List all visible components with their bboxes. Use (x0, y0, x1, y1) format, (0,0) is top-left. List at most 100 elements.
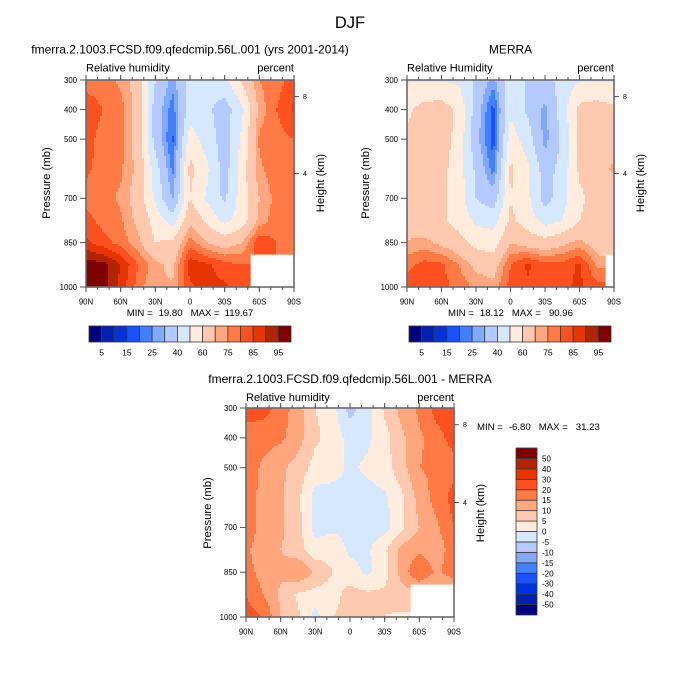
contour-band-segment (418, 420, 437, 423)
contour-band-segment (505, 98, 526, 101)
contour-band-segment (186, 212, 199, 215)
contour-band-segment (286, 428, 305, 431)
contour-band-segment (118, 284, 127, 287)
contour-band-segment (390, 432, 405, 435)
contour-band-segment (166, 272, 175, 275)
contour-band-segment (372, 424, 387, 427)
contour-band-segment (268, 216, 295, 219)
contour-band-segment (407, 164, 450, 167)
contour-band-segment (248, 600, 267, 603)
contour-band-segment (398, 554, 419, 557)
contour-band-segment (212, 208, 237, 211)
contour-band-segment (270, 210, 295, 213)
contour-band-segment (86, 214, 93, 217)
contour-band-segment (569, 144, 578, 147)
contour-band-segment (300, 614, 313, 617)
contour-band-segment (513, 164, 530, 167)
contour-band-segment (565, 230, 615, 233)
contour-band-segment (246, 606, 253, 609)
contour-band-segment (581, 186, 615, 189)
contour-band-segment (178, 230, 189, 233)
contour-band-segment (547, 120, 560, 123)
contour-band-segment (302, 440, 321, 443)
contour-band-segment (567, 106, 578, 109)
contour-band-segment (507, 224, 522, 227)
contour-band-segment (178, 200, 185, 203)
y-tick-label: 850 (224, 568, 238, 577)
contour-band-segment (453, 116, 466, 119)
contour-band-segment (98, 100, 123, 103)
contour-band-segment (256, 170, 265, 173)
contour-band-segment (248, 148, 257, 151)
contour-band-segment (152, 124, 163, 127)
contour-band-segment (256, 238, 275, 241)
contour-band-segment (485, 90, 492, 93)
contour-band-segment (86, 98, 97, 101)
contour-band-segment (314, 558, 355, 561)
contour-band-segment (471, 218, 500, 221)
contour-band-segment (320, 438, 345, 441)
contour-band-segment (446, 548, 455, 551)
contour-band-segment (184, 190, 191, 193)
contour-band-segment (86, 160, 93, 163)
contour-band-segment (434, 416, 455, 419)
contour-band-segment (272, 194, 295, 197)
contour-band-segment (449, 248, 478, 251)
contour-band-segment (134, 164, 145, 167)
contour-band-segment (541, 176, 554, 179)
contour-band-segment (513, 186, 530, 189)
contour-band-segment (152, 166, 159, 169)
contour-band-segment (418, 516, 437, 519)
contour-band-segment (547, 106, 558, 109)
contour-band-segment (541, 114, 548, 117)
contour-band-segment (236, 206, 249, 209)
contour-band-segment (302, 488, 315, 491)
contour-band-segment (144, 246, 181, 249)
colorbar-box (585, 325, 599, 343)
contour-band-segment (499, 264, 506, 267)
contour-band-segment (390, 510, 405, 513)
contour-band-segment (388, 572, 399, 575)
contour-band-segment (146, 278, 171, 281)
x-tick-label: 30N (148, 298, 162, 307)
contour-band-segment (178, 90, 187, 93)
contour-band-segment (497, 130, 500, 133)
colorbar-box (202, 325, 216, 343)
contour-band-segment (246, 178, 257, 181)
contour-band-segment (465, 128, 472, 131)
contour-band-segment (505, 174, 510, 177)
x-tick-label: 60S (252, 298, 266, 307)
contour-band-segment (246, 472, 259, 475)
contour-band-segment (390, 520, 405, 523)
contour-band-segment (266, 110, 277, 113)
contour-band-segment (507, 146, 524, 149)
contour-band-segment (501, 236, 544, 239)
contour-band-segment (178, 218, 185, 221)
contour-band-segment (497, 196, 504, 199)
contour-band-segment (407, 192, 448, 195)
contour-band-segment (356, 408, 373, 411)
contour-band-segment (162, 194, 173, 197)
contour-band-segment (184, 282, 193, 285)
y-tick-label: 1000 (60, 283, 78, 292)
contour-band-segment (407, 130, 454, 133)
contour-band-segment (172, 194, 175, 197)
contour-band-segment (284, 524, 303, 527)
contour-band-segment (96, 222, 125, 225)
contour-band-segment (174, 154, 177, 157)
contour-band-segment (503, 268, 512, 271)
contour-band-segment (116, 260, 127, 263)
contour-band-segment (144, 160, 151, 163)
contour-band-segment (246, 558, 253, 561)
contour-band-segment (252, 80, 261, 83)
colorbar-box (227, 325, 241, 343)
contour-band-segment (581, 102, 608, 105)
contour-band-segment (286, 474, 307, 477)
contour-band-segment (248, 202, 259, 205)
contour-band-segment (168, 180, 175, 183)
contour-band-segment (166, 132, 177, 135)
contour-band-segment (140, 238, 155, 241)
contour-band-segment (372, 412, 385, 415)
contour-band-segment (176, 152, 183, 155)
contour-band-segment (152, 126, 163, 129)
